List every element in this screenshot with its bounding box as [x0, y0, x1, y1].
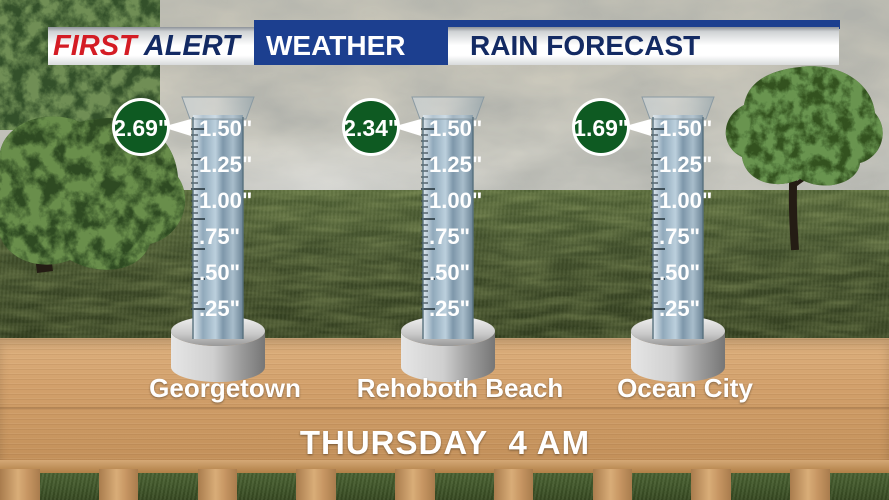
svg-text:.25": .25"	[429, 296, 470, 321]
svg-text:.25": .25"	[659, 296, 700, 321]
svg-text:.50": .50"	[199, 260, 240, 285]
svg-text:.50": .50"	[429, 260, 470, 285]
svg-text:1.00": 1.00"	[199, 188, 252, 213]
svg-text:.75": .75"	[429, 224, 470, 249]
svg-text:1.00": 1.00"	[429, 188, 482, 213]
svg-text:1.69": 1.69"	[573, 115, 629, 141]
svg-text:.25": .25"	[199, 296, 240, 321]
svg-text:.75": .75"	[659, 224, 700, 249]
svg-text:1.00": 1.00"	[659, 188, 712, 213]
svg-text:.75": .75"	[199, 224, 240, 249]
svg-text:.50": .50"	[659, 260, 700, 285]
svg-text:2.34": 2.34"	[343, 115, 399, 141]
svg-text:2.69": 2.69"	[113, 115, 169, 141]
